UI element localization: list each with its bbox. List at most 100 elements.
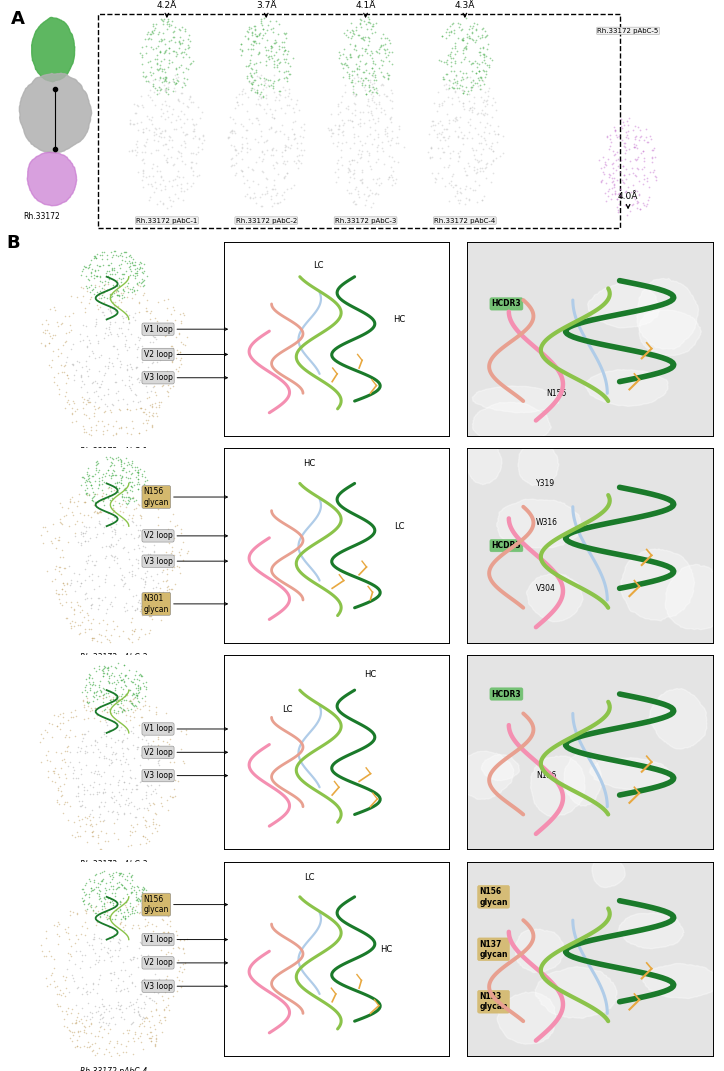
Point (64, 493, 75, 510)
Point (251, 81, 263, 99)
Point (147, 733, 159, 750)
Point (172, 168, 183, 185)
Point (88, 874, 100, 891)
Point (109, 550, 120, 568)
Point (363, 111, 374, 129)
Point (107, 768, 119, 785)
Point (77, 469, 88, 486)
Point (124, 662, 135, 679)
Point (376, 37, 387, 55)
Point (176, 152, 188, 169)
Point (172, 142, 184, 160)
Point (81, 328, 93, 345)
Point (167, 71, 178, 88)
Point (353, 58, 365, 75)
Point (93, 887, 105, 904)
Point (117, 908, 129, 925)
Point (88, 880, 100, 897)
Point (116, 420, 127, 437)
Point (127, 392, 139, 409)
Point (188, 122, 200, 139)
Point (640, 197, 652, 214)
Point (134, 773, 146, 790)
Point (148, 132, 160, 149)
Point (67, 399, 78, 417)
Point (95, 492, 106, 509)
Point (128, 709, 140, 726)
Point (80, 553, 92, 570)
Point (235, 41, 246, 58)
Point (71, 497, 83, 514)
Point (67, 392, 78, 409)
Point (246, 69, 258, 86)
Point (148, 813, 159, 830)
Point (261, 78, 272, 95)
Point (114, 915, 126, 932)
Point (160, 73, 172, 90)
Point (197, 127, 209, 145)
Point (464, 100, 476, 117)
Point (83, 668, 95, 685)
Point (83, 467, 94, 484)
Point (611, 191, 623, 208)
Point (170, 360, 182, 377)
Point (453, 79, 465, 96)
Point (143, 407, 155, 424)
Point (298, 129, 309, 146)
Point (64, 316, 76, 333)
Point (470, 31, 481, 48)
Point (146, 160, 158, 177)
Point (161, 327, 172, 344)
Point (137, 123, 148, 140)
Point (108, 501, 119, 518)
Point (153, 590, 164, 607)
Point (119, 896, 131, 914)
Point (175, 723, 187, 740)
Point (176, 180, 188, 197)
Point (132, 463, 143, 480)
Point (450, 82, 461, 100)
Point (140, 119, 152, 136)
Point (467, 72, 479, 89)
Point (251, 67, 263, 85)
Point (361, 86, 372, 103)
Point (78, 493, 90, 510)
Point (481, 27, 492, 44)
Point (182, 90, 194, 107)
Point (95, 682, 106, 699)
Point (60, 585, 72, 602)
Point (48, 763, 59, 780)
Point (379, 69, 390, 86)
Point (85, 252, 97, 269)
Point (75, 1038, 86, 1055)
Point (444, 111, 455, 129)
Point (88, 408, 100, 425)
Point (98, 330, 110, 347)
Point (99, 879, 111, 896)
Point (247, 36, 258, 54)
Point (98, 906, 110, 923)
Point (119, 657, 130, 674)
Point (133, 672, 145, 689)
Point (93, 335, 104, 352)
Point (271, 44, 282, 61)
Point (150, 141, 161, 159)
Point (120, 494, 132, 511)
Point (126, 289, 138, 306)
Point (41, 724, 53, 741)
Point (83, 260, 94, 277)
Point (116, 905, 127, 922)
Point (39, 337, 51, 355)
Point (54, 380, 65, 397)
Point (38, 323, 49, 341)
Point (341, 182, 353, 199)
Point (344, 163, 355, 180)
Point (634, 200, 646, 217)
Point (114, 256, 125, 273)
Point (174, 546, 186, 563)
Point (375, 100, 387, 117)
Point (117, 731, 129, 749)
Point (327, 135, 339, 152)
Point (267, 24, 279, 41)
Point (487, 142, 499, 160)
